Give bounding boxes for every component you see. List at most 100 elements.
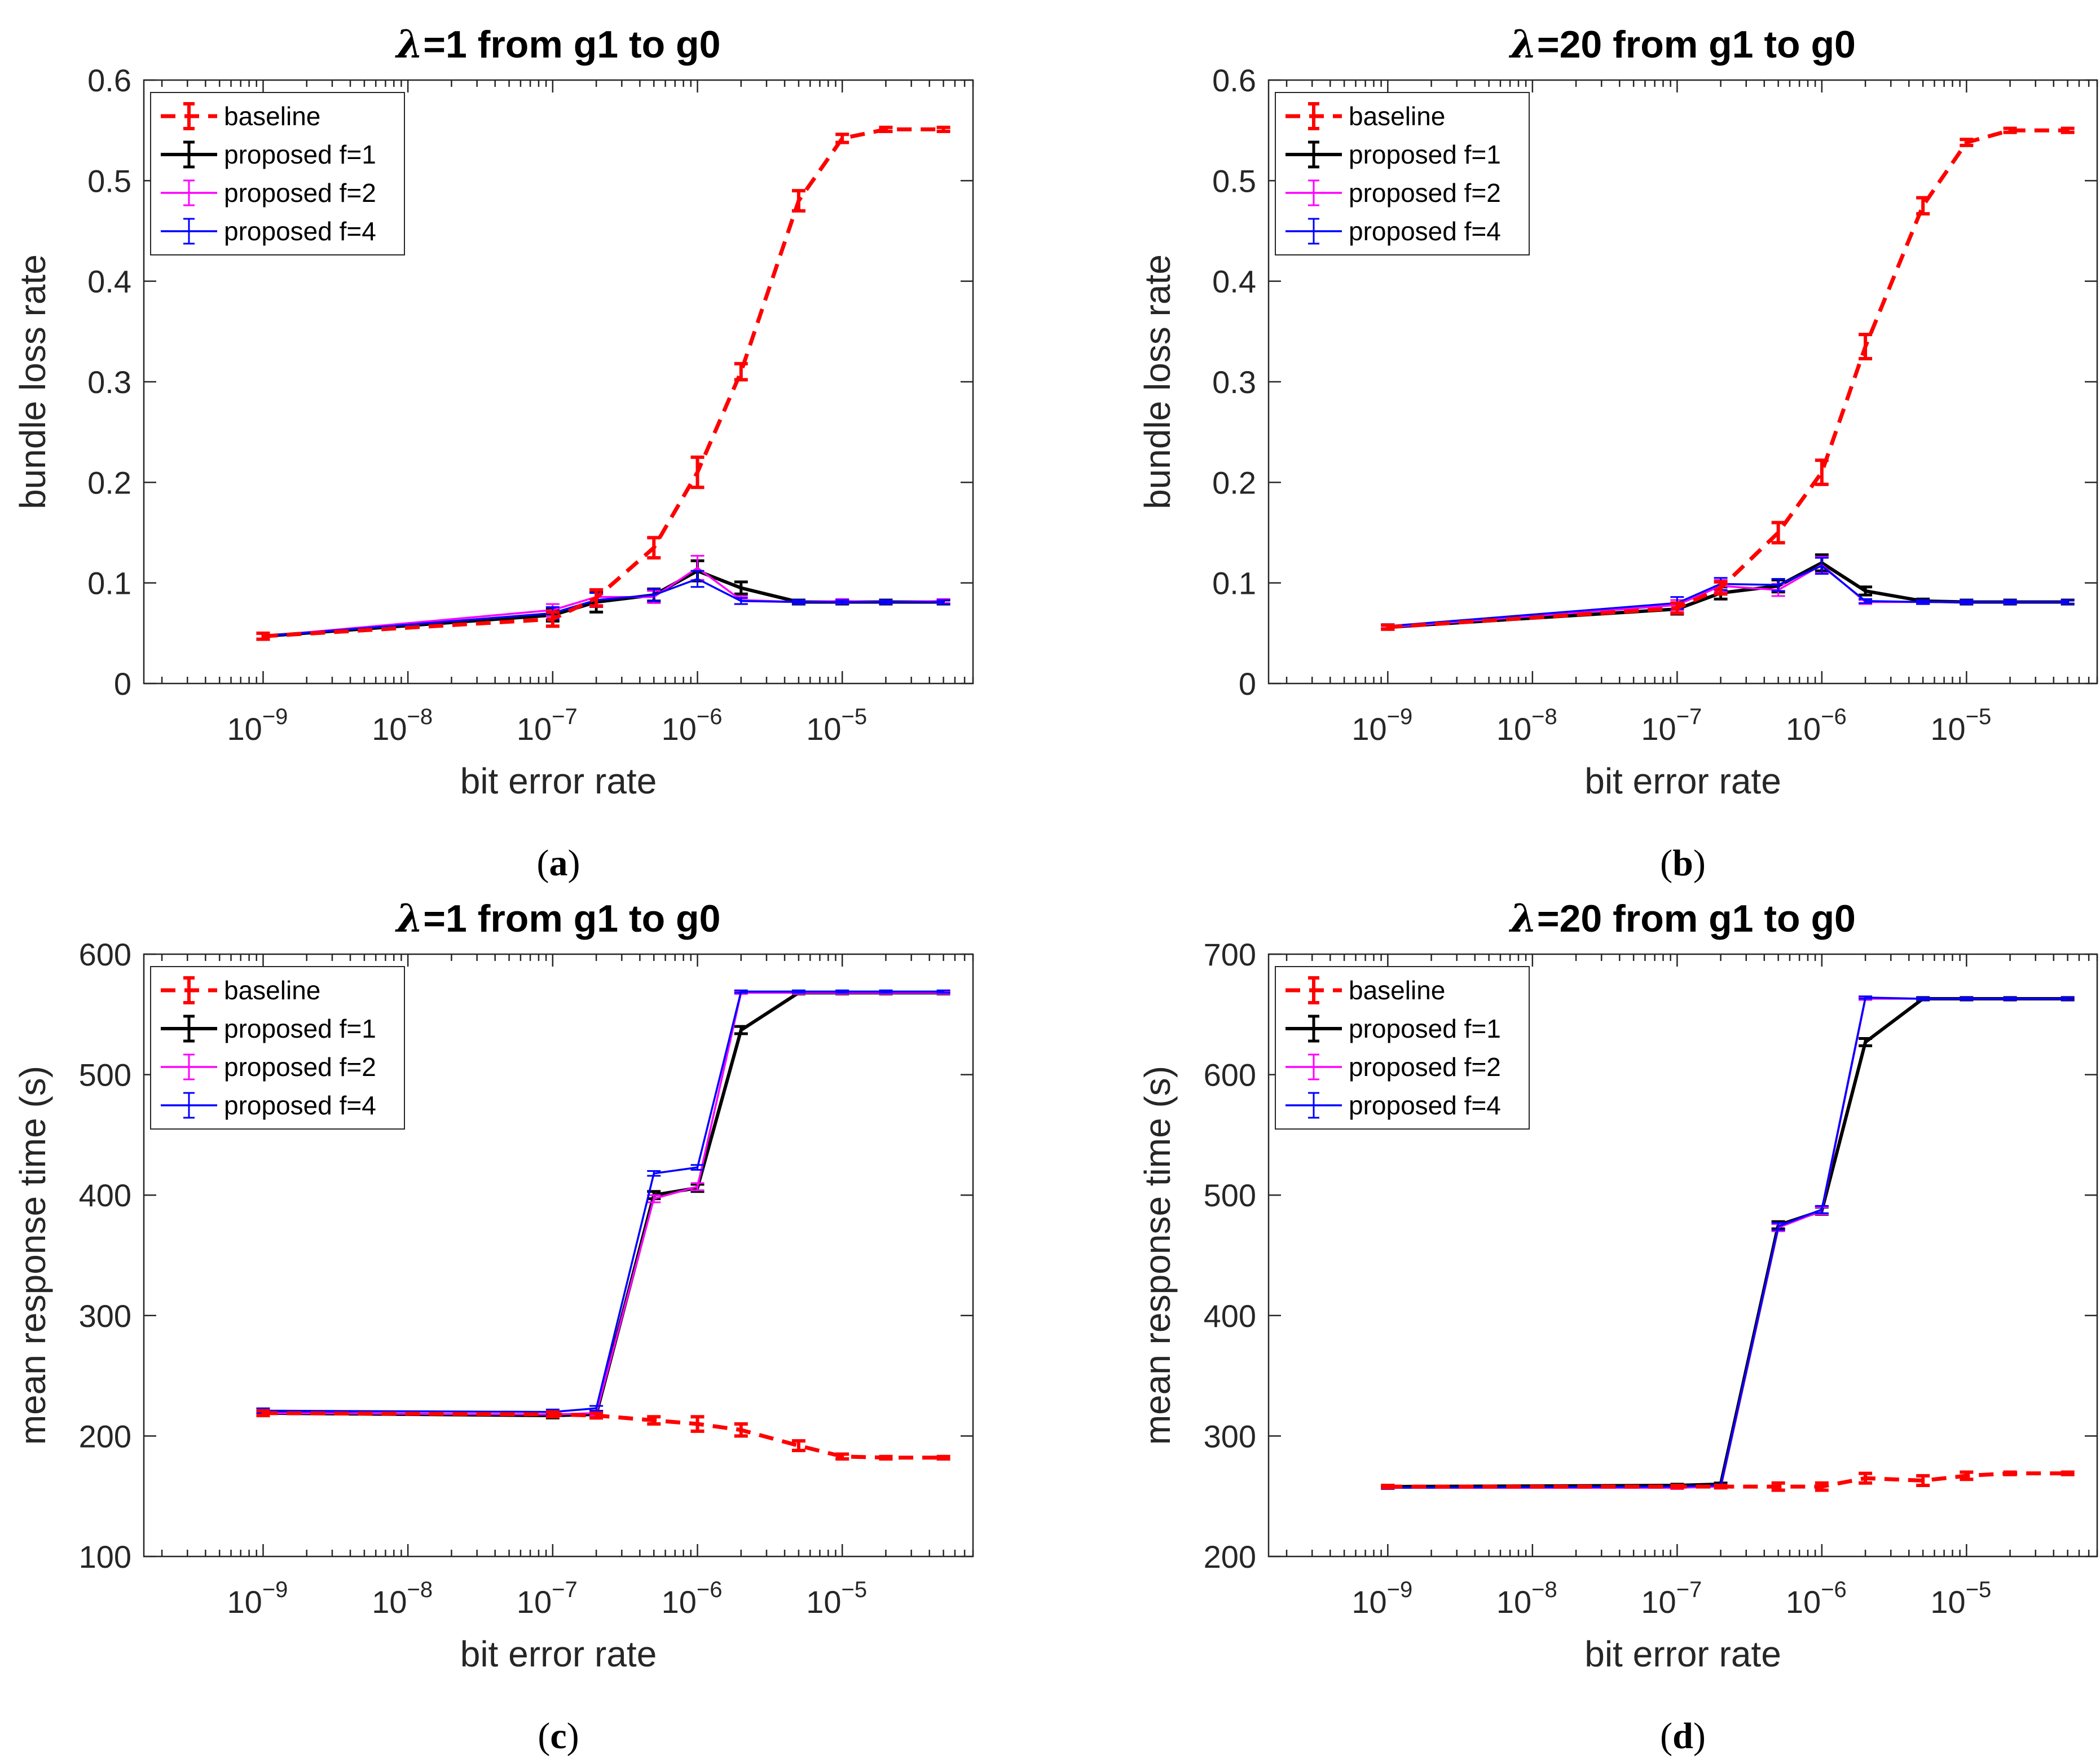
series-line-baseline bbox=[1388, 1471, 2068, 1489]
x-tick-label: 10−7 bbox=[1641, 704, 1702, 747]
y-tick-label: 400 bbox=[79, 1178, 131, 1213]
x-tick-label: 10−8 bbox=[372, 704, 433, 747]
series-line-baseline bbox=[263, 127, 944, 638]
legend-entry-label: baseline bbox=[224, 976, 320, 1005]
y-tick-label: 700 bbox=[1204, 937, 1256, 972]
legend-box bbox=[150, 966, 405, 1130]
series-line-proposed-f-4 bbox=[263, 577, 944, 637]
x-axis-label: bit error rate bbox=[460, 761, 657, 801]
x-tick-label: 10−6 bbox=[1786, 704, 1847, 747]
legend-entry-label: proposed f=4 bbox=[1349, 1091, 1501, 1120]
y-axis-label: mean response time (s) bbox=[12, 1066, 53, 1445]
plot-area-frame bbox=[1267, 953, 2098, 1558]
series-line-proposed-f-4 bbox=[263, 990, 944, 1413]
legend-entry-label: proposed f=4 bbox=[224, 1091, 376, 1120]
x-tick-label: 10−6 bbox=[1786, 1577, 1847, 1620]
y-tick-label: 0.1 bbox=[87, 566, 131, 601]
y-tick-label: 0.6 bbox=[87, 63, 131, 98]
x-tick-label: 10−5 bbox=[1930, 704, 1991, 747]
legend-box bbox=[150, 92, 405, 255]
x-tick-label: 10−9 bbox=[1351, 1577, 1412, 1620]
x-tick-label: 10−6 bbox=[662, 704, 723, 747]
legend-box bbox=[1275, 92, 1530, 255]
legend-entry-label: proposed f=1 bbox=[224, 1014, 376, 1043]
legend: baseline proposed f=1 proposed f=2 proposed… bbox=[150, 966, 405, 1130]
y-tick-label: 0.5 bbox=[1212, 163, 1256, 199]
chart-title: λ=20 from g1 to g0 bbox=[1508, 896, 1856, 941]
y-tick-label: 0 bbox=[114, 666, 131, 702]
x-tick-label: 10−9 bbox=[227, 1577, 288, 1620]
y-tick-label: 500 bbox=[1204, 1178, 1256, 1213]
y-tick-label: 0.2 bbox=[1212, 465, 1256, 500]
y-tick-label: 0 bbox=[1239, 666, 1256, 702]
chart-title: λ=1 from g1 to g0 bbox=[395, 896, 721, 941]
series-line-baseline bbox=[1388, 128, 2068, 629]
chart-panel-2: 10−9 10−8 10−7 10−6 10−5 0 0.1 0.2 0.3 0.4 0.5 0.6 λ… bbox=[1137, 22, 2098, 884]
legend-entry-label: proposed f=1 bbox=[1349, 1014, 1501, 1043]
chart-panel-3: 10−9 10−8 10−7 10−6 10−5 100 200 300 400 500 600 λ=… bbox=[12, 896, 974, 1757]
y-tick-label: 600 bbox=[79, 937, 131, 972]
y-tick-label: 0.3 bbox=[1212, 364, 1256, 400]
x-tick-label: 10−9 bbox=[227, 704, 288, 747]
y-tick-label: 0.4 bbox=[1212, 264, 1256, 299]
chart-panel-4: 10−9 10−8 10−7 10−6 10−5 200 300 400 500 600 700 λ=… bbox=[1137, 896, 2098, 1757]
legend-entry-label: proposed f=1 bbox=[224, 140, 376, 169]
y-tick-label: 300 bbox=[1204, 1418, 1256, 1454]
y-tick-label: 400 bbox=[1204, 1298, 1256, 1334]
legend: baseline proposed f=1 proposed f=2 proposed… bbox=[1275, 92, 1530, 255]
panel-label: (a) bbox=[537, 843, 580, 884]
x-tick-label: 10−9 bbox=[1351, 704, 1412, 747]
y-axis-label: bundle loss rate bbox=[12, 254, 53, 509]
y-tick-label: 0.6 bbox=[1212, 63, 1256, 98]
chart-title: λ=20 from g1 to g0 bbox=[1508, 22, 1856, 67]
y-tick-label: 200 bbox=[1204, 1539, 1256, 1575]
y-axis-label: mean response time (s) bbox=[1137, 1066, 1178, 1445]
y-tick-label: 0.3 bbox=[87, 364, 131, 400]
y-tick-label: 200 bbox=[79, 1418, 131, 1454]
y-tick-label: 0.2 bbox=[87, 465, 131, 500]
legend-entry-label: proposed f=2 bbox=[224, 178, 376, 208]
legend-entry-label: baseline bbox=[1349, 102, 1445, 131]
legend-entry-label: proposed f=1 bbox=[1349, 140, 1501, 169]
legend-entry-label: proposed f=4 bbox=[224, 217, 376, 246]
legend-box bbox=[1275, 966, 1530, 1130]
legend-entry-label: proposed f=2 bbox=[1349, 178, 1501, 208]
y-tick-label: 600 bbox=[1204, 1057, 1256, 1093]
series-line-proposed-f-4 bbox=[1388, 565, 2068, 628]
legend-entry-label: proposed f=2 bbox=[1349, 1052, 1501, 1082]
chart-title: λ=1 from g1 to g0 bbox=[395, 22, 721, 67]
panel-label: (b) bbox=[1660, 843, 1706, 884]
x-tick-label: 10−8 bbox=[1496, 1577, 1557, 1620]
y-axis-label: bundle loss rate bbox=[1137, 254, 1178, 509]
legend-entry-label: baseline bbox=[224, 102, 320, 131]
legend-entry-label: baseline bbox=[1349, 976, 1445, 1005]
x-axis-label: bit error rate bbox=[1584, 761, 1781, 801]
x-tick-label: 10−5 bbox=[806, 1577, 867, 1620]
legend: baseline proposed f=1 proposed f=2 proposed… bbox=[150, 92, 405, 255]
x-axis-label: bit error rate bbox=[1584, 1634, 1781, 1674]
y-tick-label: 100 bbox=[79, 1539, 131, 1575]
legend-entry-label: proposed f=2 bbox=[224, 1052, 376, 1082]
plot-area-frame bbox=[143, 953, 974, 1558]
x-tick-label: 10−7 bbox=[517, 1577, 578, 1620]
x-tick-label: 10−8 bbox=[372, 1577, 433, 1620]
legend: baseline proposed f=1 proposed f=2 proposed… bbox=[1275, 966, 1530, 1130]
x-tick-label: 10−8 bbox=[1496, 704, 1557, 747]
x-tick-label: 10−7 bbox=[517, 704, 578, 747]
panel-label: (c) bbox=[538, 1716, 579, 1757]
x-tick-label: 10−5 bbox=[1930, 1577, 1991, 1620]
series-line-baseline bbox=[263, 1411, 944, 1460]
y-tick-label: 0.5 bbox=[87, 163, 131, 199]
x-tick-label: 10−5 bbox=[806, 704, 867, 747]
y-tick-label: 500 bbox=[79, 1057, 131, 1093]
legend-entry-label: proposed f=4 bbox=[1349, 217, 1501, 246]
x-axis-label: bit error rate bbox=[460, 1634, 657, 1674]
x-tick-label: 10−7 bbox=[1641, 1577, 1702, 1620]
panel-label: (d) bbox=[1660, 1716, 1706, 1757]
y-tick-label: 0.1 bbox=[1212, 566, 1256, 601]
y-tick-label: 300 bbox=[79, 1298, 131, 1334]
chart-panel-1: 10−9 10−8 10−7 10−6 10−5 0 0.1 0.2 0.3 0.4 0.5 0.6 λ… bbox=[12, 22, 974, 884]
y-tick-label: 0.4 bbox=[87, 264, 131, 299]
x-tick-label: 10−6 bbox=[662, 1577, 723, 1620]
